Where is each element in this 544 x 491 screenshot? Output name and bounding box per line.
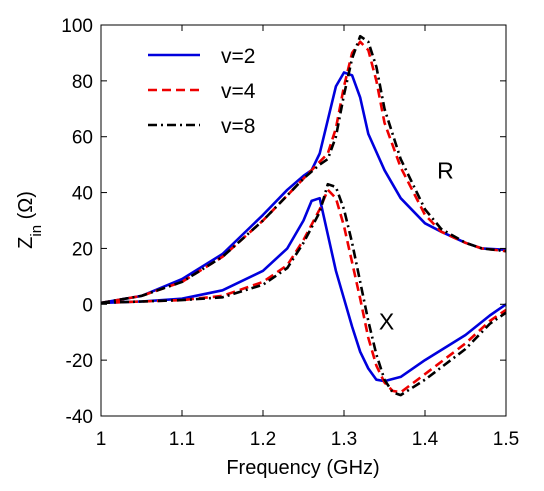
series-3-R-line [100,34,507,305]
plot-area-frame [100,24,507,417]
series-3-X-line [100,182,507,397]
y-tick-label: 0 [82,295,93,316]
y-tick-label: 40 [72,184,93,205]
series-1-R-line [100,71,507,305]
y-axis-label: Zin (Ω) [15,191,45,249]
annotation-X: X [379,308,394,334]
y-axis-label-unit: (Ω) [15,191,37,225]
y-tick-label: 80 [72,72,93,93]
series-2-X-line [100,188,507,394]
legend: v=2 v=4 v=8 [148,45,256,138]
annotation-R: R [437,158,454,184]
series-1-X-line [100,196,507,383]
series-layer [100,34,507,397]
x-tick-label: 1.5 [493,429,519,450]
y-axis-label-main: Z [15,237,37,249]
y-tick-label: 100 [61,16,93,37]
annotations: RX [379,158,454,335]
y-axis-label-sub: in [28,225,45,237]
legend-label-2: v=4 [221,80,256,103]
x-tick-label: 1.3 [331,429,357,450]
y-tick-label: 20 [72,239,93,260]
x-tick-label: 1.1 [169,429,195,450]
y-tick-label: -40 [66,407,93,428]
axis-ticks: 1 1.1 1.2 1.3 1.4 1.5 -40 -20 0 20 40 60 80 100 [61,16,519,450]
x-tick-label: 1.4 [412,429,439,450]
x-axis-label: Frequency (GHz) [226,457,379,479]
legend-label-1: v=2 [221,45,255,68]
y-tick-label: -20 [66,351,93,372]
y-tick-label: 60 [72,128,93,149]
x-tick-label: 1 [96,429,107,450]
x-tick-label: 1.2 [250,429,276,450]
legend-label-3: v=8 [221,115,255,138]
